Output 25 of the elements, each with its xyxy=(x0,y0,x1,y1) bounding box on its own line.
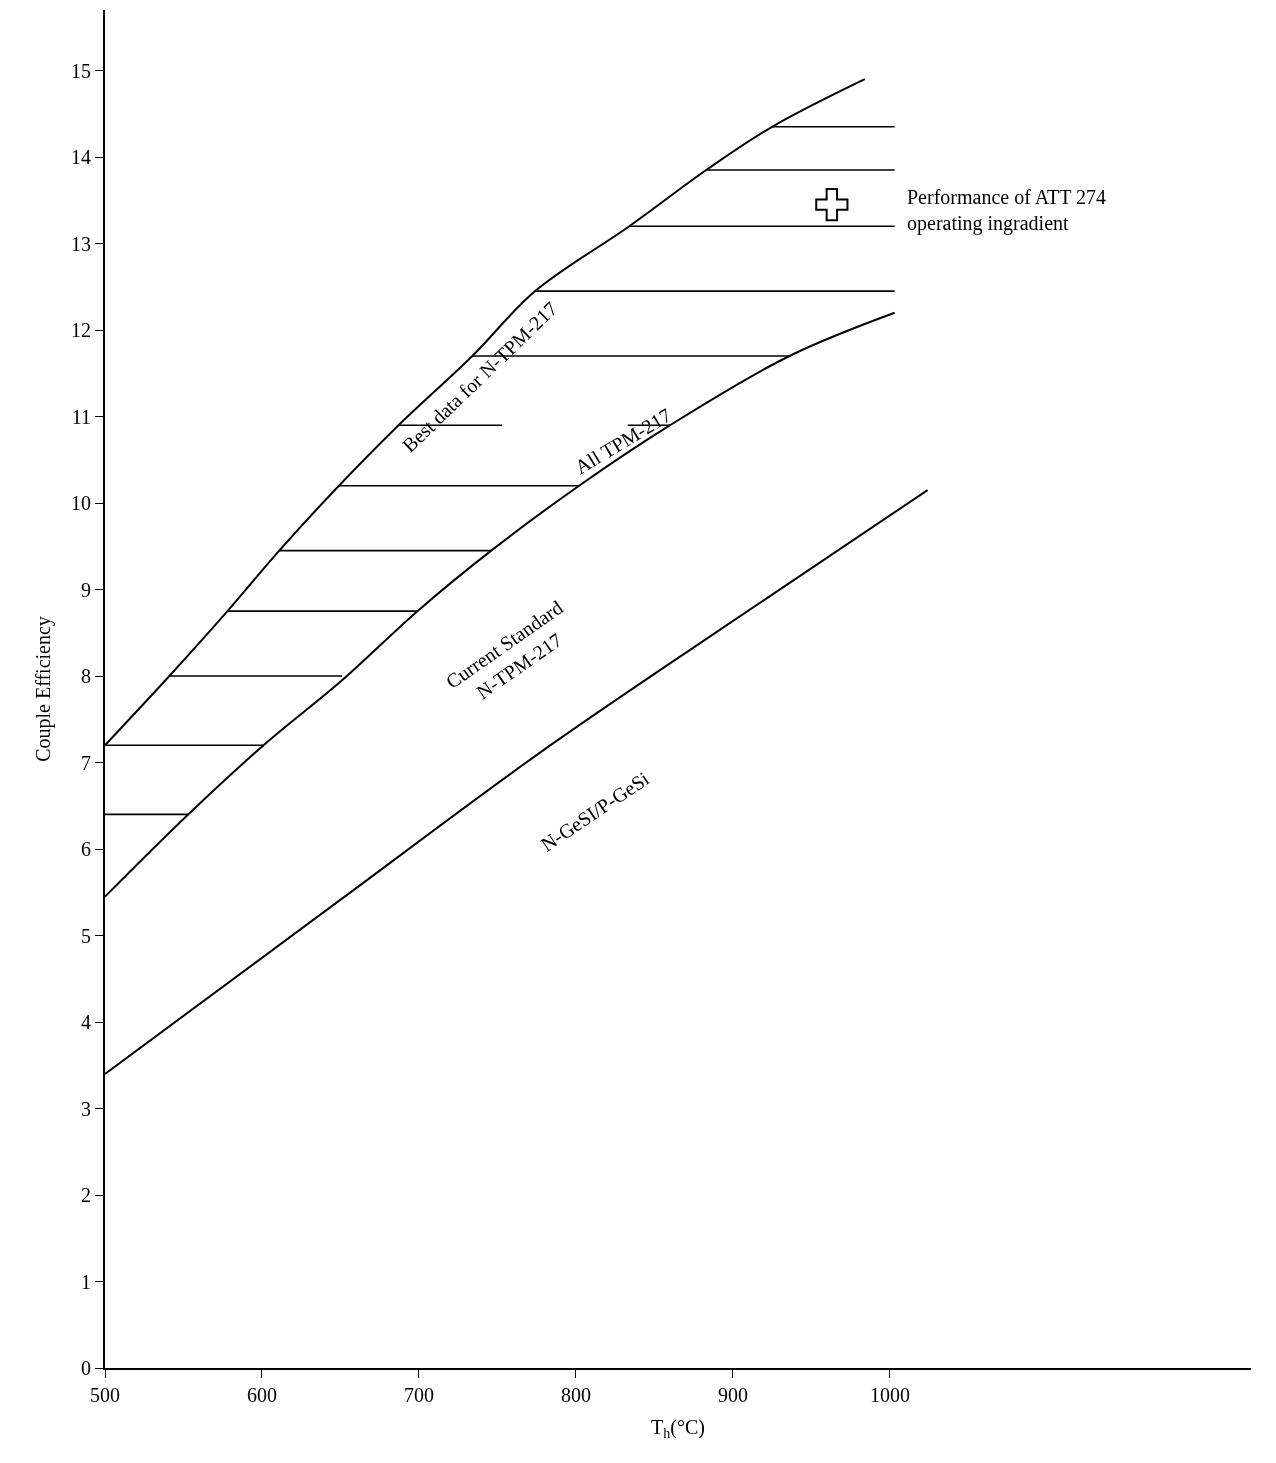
x-axis-title: T$_{h}$(°C) xyxy=(651,1416,705,1442)
y-tick-label: 12 xyxy=(71,319,91,342)
y-tick-label: 7 xyxy=(81,751,91,774)
y-axis-title: Couple Efficiency xyxy=(32,616,55,762)
y-tick-label: 1 xyxy=(81,1270,91,1293)
x-tick-label: 800 xyxy=(560,1384,591,1406)
x-tick-label: 600 xyxy=(246,1384,277,1406)
y-tick-label: 4 xyxy=(81,1011,91,1034)
y-tick-label: 10 xyxy=(71,492,91,515)
annotation: Performance of ATT 274 operating ingradient xyxy=(907,186,1107,235)
y-tick-label: 6 xyxy=(81,838,91,861)
y-tick-label: 0 xyxy=(81,1357,91,1379)
y-tick-label: 15 xyxy=(71,59,91,82)
y-tick-label: 9 xyxy=(81,578,91,601)
y-tick-label: 13 xyxy=(71,232,91,255)
x-tick-label: 900 xyxy=(717,1384,748,1406)
y-tick-label: 3 xyxy=(81,1097,91,1120)
y-tick-label: 14 xyxy=(71,146,91,169)
y-tick-label: 5 xyxy=(81,924,91,947)
y-tick-label: 11 xyxy=(71,405,91,428)
y-tick-label: 8 xyxy=(81,665,91,688)
y-tick-label: 2 xyxy=(81,1184,91,1207)
x-tick-label: 1000 xyxy=(869,1384,910,1406)
x-tick-label: 700 xyxy=(403,1384,434,1406)
x-tick-label: 500 xyxy=(90,1384,120,1406)
